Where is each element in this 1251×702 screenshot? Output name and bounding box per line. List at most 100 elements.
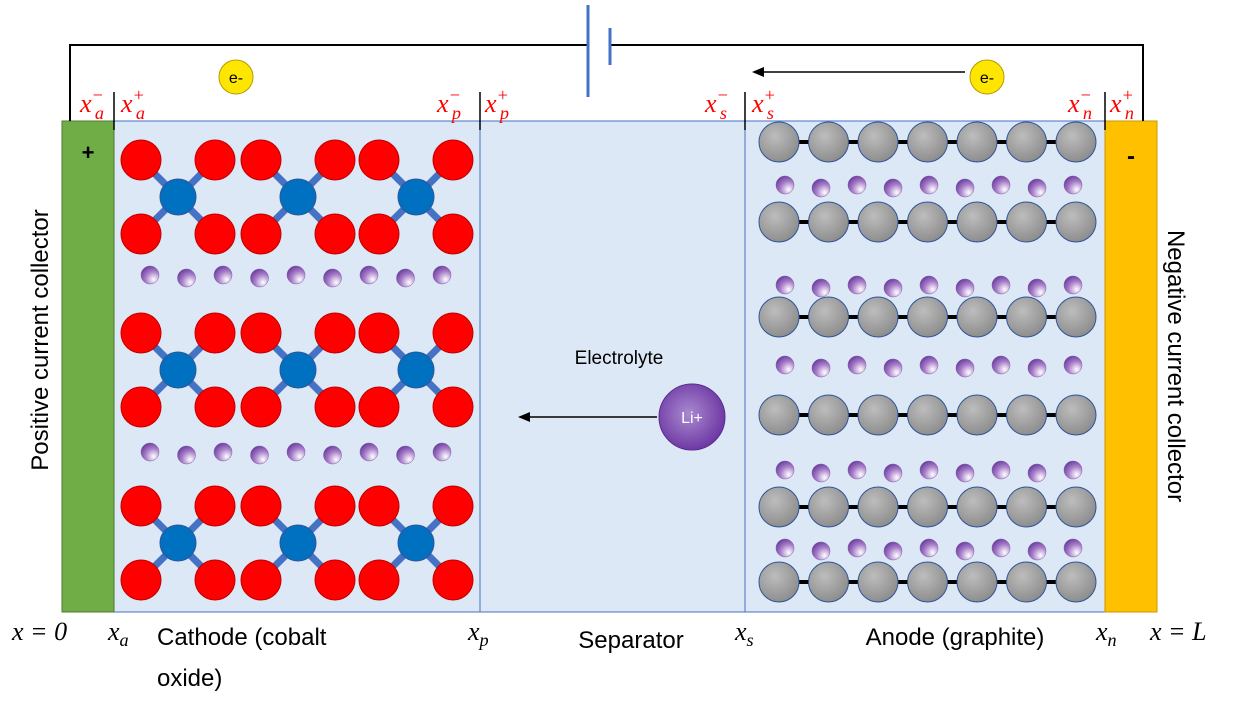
lithium-atom xyxy=(919,175,939,195)
lithium-atom xyxy=(991,175,1011,195)
carbon-atom xyxy=(1055,561,1097,603)
region-label: Cathode (cobalt xyxy=(157,624,327,651)
math-sup: + xyxy=(133,85,145,105)
math-label: x+ s xyxy=(751,85,776,123)
carbon-atom xyxy=(907,121,948,163)
math-sup: − xyxy=(1080,85,1092,105)
oxygen-atom xyxy=(120,485,162,527)
math-base: x xyxy=(1109,89,1122,118)
lithium-atom xyxy=(250,445,269,465)
oxygen-atom xyxy=(120,139,162,181)
carbon-atom xyxy=(956,394,998,436)
oxygen-atom xyxy=(240,139,282,181)
math-label: x− n xyxy=(1067,85,1092,123)
lithium-atom xyxy=(955,178,975,198)
oxygen-atom xyxy=(314,312,356,354)
carbon-atom xyxy=(808,486,849,528)
lithium-atom xyxy=(359,265,379,285)
carbon-atom xyxy=(1006,486,1047,528)
separator-region xyxy=(479,120,746,613)
lithium-atom xyxy=(1063,275,1083,295)
carbon-atom xyxy=(1006,561,1047,603)
collector-sign: + xyxy=(82,140,95,165)
carbon-atom xyxy=(1006,394,1047,436)
carbon-atom xyxy=(857,201,899,243)
carbon-atom xyxy=(758,561,800,603)
lithium-atom xyxy=(811,278,831,298)
math-label: x− a xyxy=(79,85,104,123)
carbon-atom xyxy=(758,486,800,528)
electron-label: e- xyxy=(980,70,994,87)
electron-label: e- xyxy=(229,70,243,87)
oxygen-atom xyxy=(358,485,400,527)
math-sub: p xyxy=(478,630,489,650)
math-label: x+ n xyxy=(1109,85,1134,123)
lithium-atom xyxy=(955,463,975,483)
math-sub: n xyxy=(1083,103,1092,123)
oxygen-atom xyxy=(194,213,236,255)
oxygen-atom xyxy=(432,386,474,428)
lithium-atom xyxy=(250,268,269,288)
collector-label: Positive current collector xyxy=(27,209,54,470)
carbon-atom xyxy=(1055,201,1097,243)
lithium-atom xyxy=(323,268,342,288)
math-label: x = L xyxy=(1149,617,1207,646)
math-base: x xyxy=(484,89,497,118)
oxygen-atom xyxy=(432,485,474,527)
math-label: x = 0 xyxy=(11,617,67,646)
cobalt-atom xyxy=(159,178,197,216)
carbon-atom xyxy=(907,394,948,436)
lithium-atom xyxy=(919,538,939,558)
region-label: Separator xyxy=(578,627,683,654)
lithium-atom xyxy=(286,442,306,462)
lithium-atom xyxy=(396,268,415,288)
lithium-atom xyxy=(213,265,233,285)
carbon-atom xyxy=(1006,201,1047,243)
lithium-atom xyxy=(919,355,939,375)
electron xyxy=(969,59,1005,95)
carbon-atom xyxy=(758,394,800,436)
carbon-atom xyxy=(956,486,998,528)
carbon-atom xyxy=(907,296,948,338)
arrowhead xyxy=(518,412,530,422)
math-sub: s xyxy=(747,630,754,650)
carbon-atom xyxy=(907,561,948,603)
lithium-atom xyxy=(919,460,939,480)
carbon-atom xyxy=(956,201,998,243)
lithium-atom xyxy=(140,265,160,285)
carbon-atom xyxy=(808,561,849,603)
carbon-atom xyxy=(956,296,998,338)
math-label: xa xyxy=(107,617,129,650)
oxygen-atom xyxy=(358,559,400,601)
lithium-atom xyxy=(1063,460,1083,480)
math-base: x xyxy=(467,617,480,646)
carbon-atom xyxy=(857,121,899,163)
carbon-atom xyxy=(808,296,849,338)
lithium-atom xyxy=(991,275,1011,295)
wire xyxy=(610,44,1144,121)
carbon-atom xyxy=(1055,296,1097,338)
math-base: x xyxy=(436,89,449,118)
carbon-atom xyxy=(956,121,998,163)
lithium-atom xyxy=(811,541,831,561)
lithium-atom xyxy=(883,541,903,561)
carbon-atom xyxy=(758,296,800,338)
cobalt-atom xyxy=(279,351,317,389)
oxygen-atom xyxy=(240,559,282,601)
math-sub: p xyxy=(450,103,461,123)
lithium-atom xyxy=(140,442,160,462)
math-sup: − xyxy=(449,85,461,105)
math-base: x xyxy=(1095,617,1108,646)
oxygen-atom xyxy=(314,139,356,181)
math-sub: s xyxy=(720,103,727,123)
lithium-atom xyxy=(991,538,1011,558)
math-label: x+ a xyxy=(120,85,145,123)
math-sup: + xyxy=(764,85,776,105)
math-sub: s xyxy=(767,103,774,123)
math-base: x xyxy=(734,617,747,646)
cobalt-atom xyxy=(159,351,197,389)
math-sub: n xyxy=(1125,103,1134,123)
oxygen-atom xyxy=(120,386,162,428)
lithium-atom xyxy=(775,355,795,375)
lithium-atom xyxy=(359,442,379,462)
